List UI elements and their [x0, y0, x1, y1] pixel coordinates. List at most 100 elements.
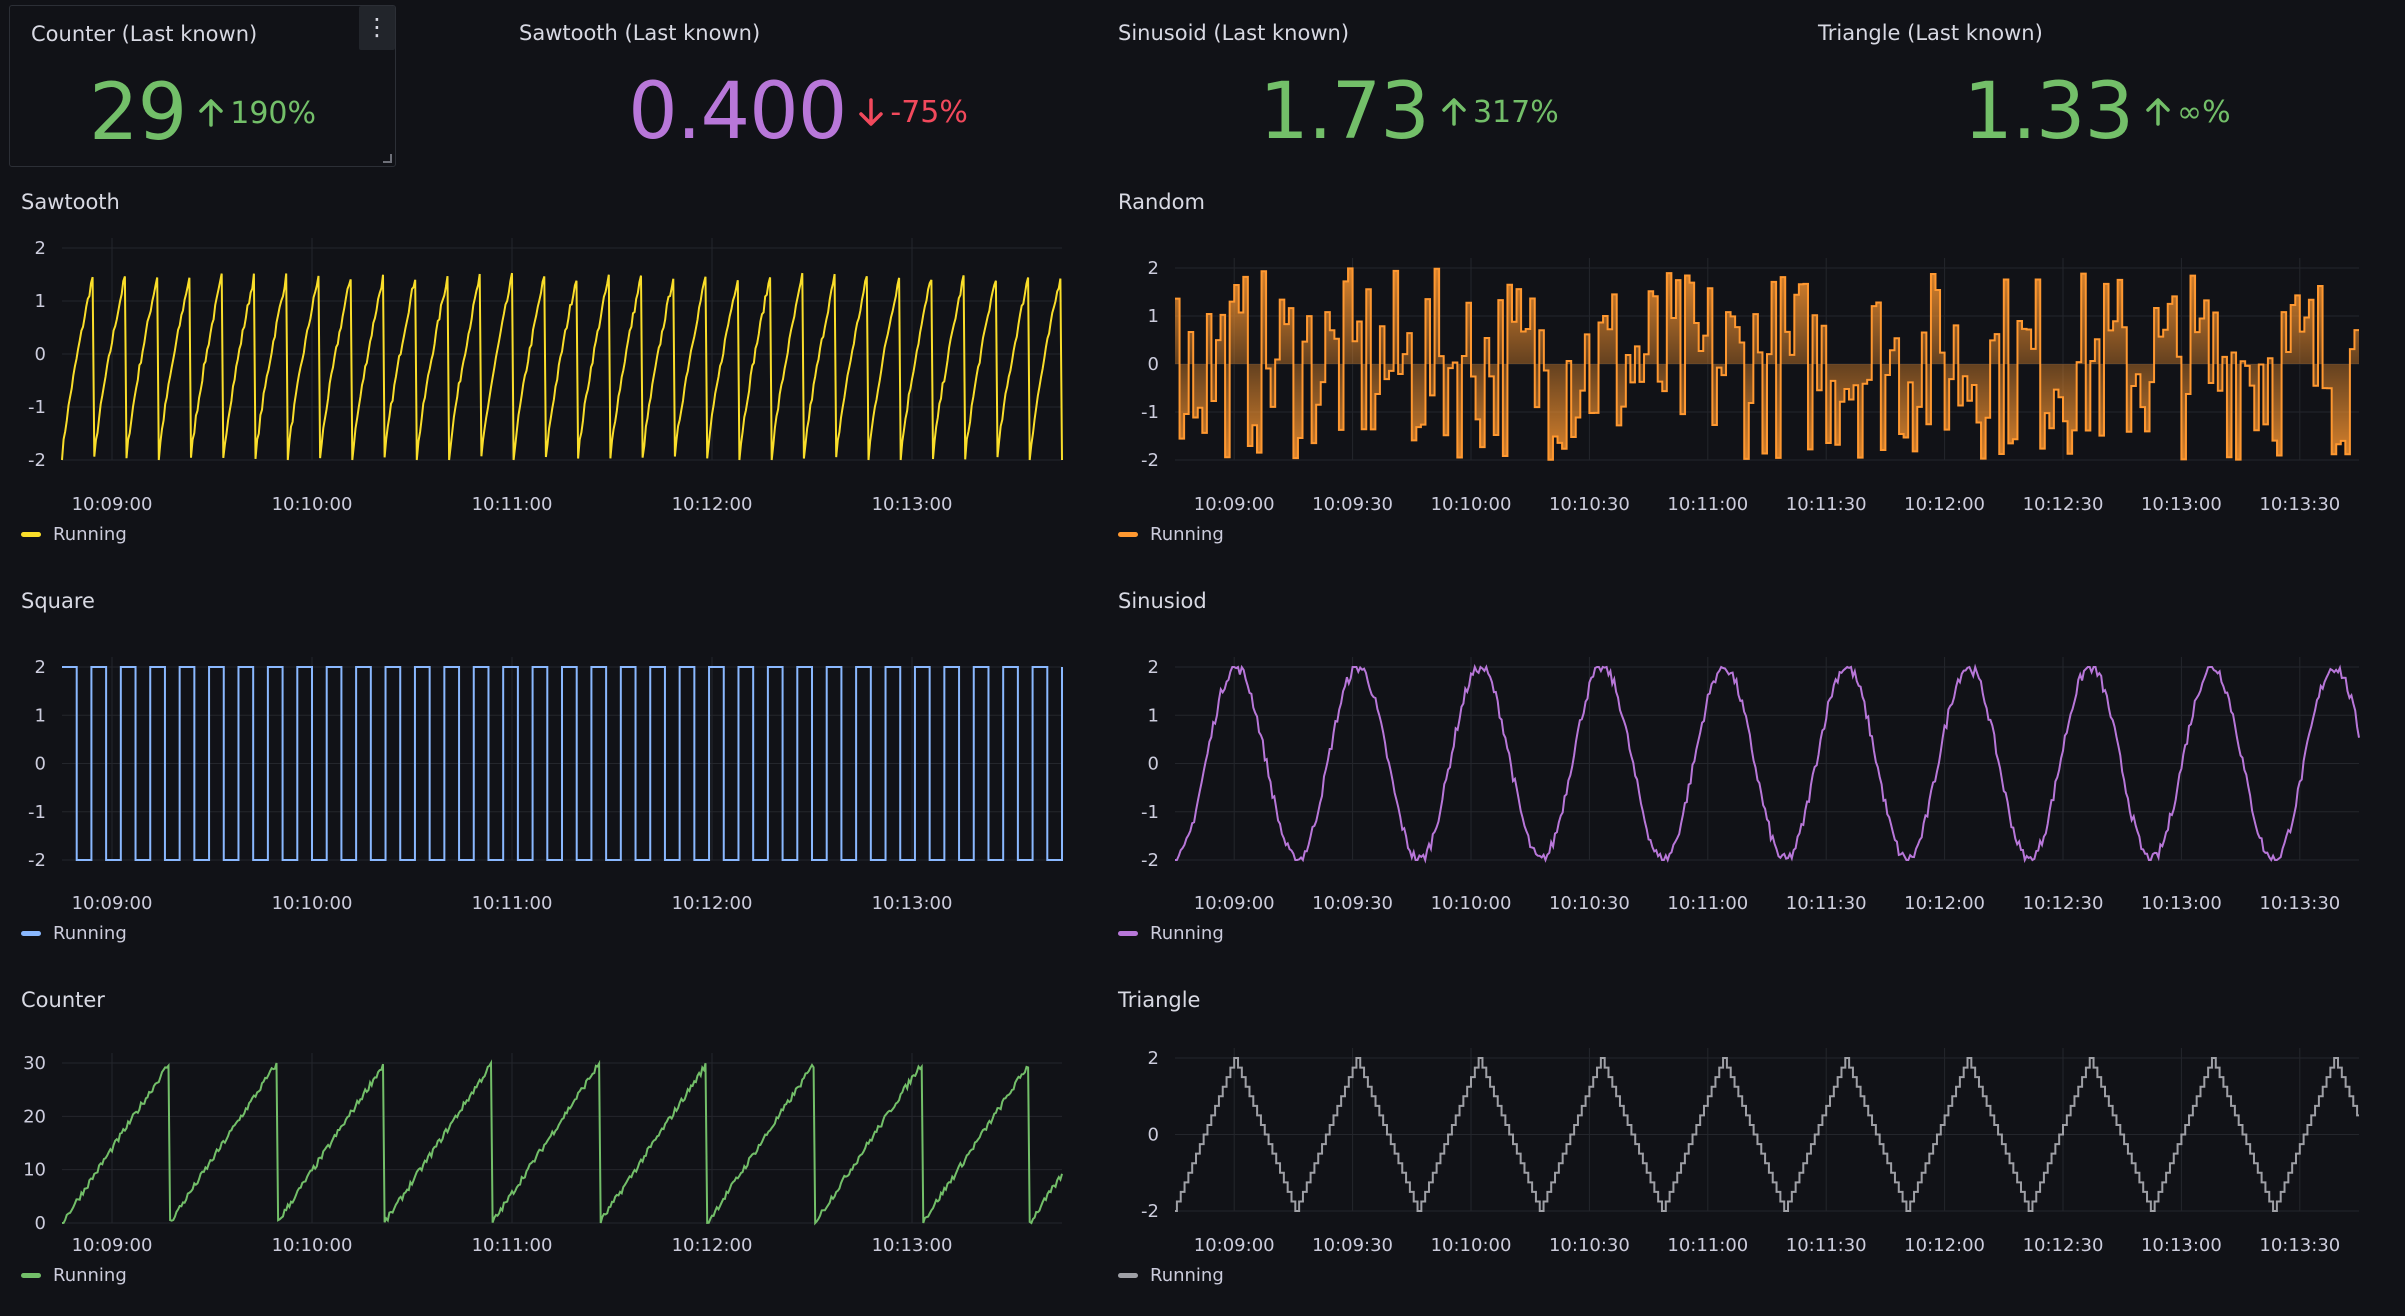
stat-delta-text: 190% — [230, 95, 317, 131]
legend-swatch — [21, 1273, 41, 1278]
stat-delta: 190% — [198, 96, 316, 131]
stat-panel-sawtooth[interactable]: Sawtooth (Last known) 0.400 -75% — [498, 5, 1098, 167]
stat-row: 1.33 ∞% — [1797, 67, 2397, 157]
legend[interactable]: Running — [21, 524, 127, 545]
stat-value: 1.33 — [1963, 67, 2134, 157]
legend-label: Running — [1150, 1265, 1224, 1286]
y-tick-label: 2 — [35, 657, 46, 678]
y-tick-label: 1 — [1148, 306, 1159, 327]
y-tick-label: -2 — [1141, 850, 1159, 871]
stat-panel-counter[interactable]: Counter (Last known) ⋮ 29 190% — [9, 5, 396, 167]
stat-delta-text: 317% — [1472, 94, 1559, 130]
y-tick-label: 30 — [23, 1053, 46, 1074]
x-tick-label: 10:11:00 — [472, 1235, 553, 1256]
x-tick-label: 10:12:00 — [672, 1235, 753, 1256]
x-tick-label: 10:13:30 — [2259, 893, 2340, 914]
series-line — [1175, 267, 2359, 461]
x-tick-label: 10:11:30 — [1786, 893, 1867, 914]
panel-sawtooth[interactable]: Sawtooth 2 1 0 -1 -2 10:09:00 10:10:00 10:11:00… — [0, 190, 1090, 550]
x-tick-label: 10:10:00 — [1431, 1235, 1512, 1256]
legend-swatch — [1118, 532, 1138, 537]
x-tick-label: 10:11:00 — [472, 893, 553, 914]
arrow-up-icon — [199, 99, 223, 127]
legend-swatch — [21, 931, 41, 936]
legend-swatch — [1118, 931, 1138, 936]
x-tick-label: 10:11:00 — [1667, 1235, 1748, 1256]
legend[interactable]: Running — [1118, 1265, 1224, 1286]
random-chart[interactable]: 2 1 0 -1 -2 10:09:00 10:09:30 10:10:00 10:10:30 1… — [1097, 190, 2397, 530]
x-tick-label: 10:12:30 — [2023, 893, 2104, 914]
stat-delta: ∞% — [2145, 95, 2231, 130]
square-chart[interactable]: 2 1 0 -1 -2 10:09:00 10:10:00 10:11:00 10:12:00 1… — [0, 589, 1090, 929]
series-line — [1175, 1057, 2359, 1212]
y-tick-label: -2 — [28, 450, 46, 471]
x-tick-label: 10:10:30 — [1549, 1235, 1630, 1256]
x-tick-label: 10:12:30 — [2023, 494, 2104, 515]
x-tick-label: 10:11:30 — [1786, 494, 1867, 515]
x-tick-label: 10:11:00 — [1667, 893, 1748, 914]
y-tick-label: -1 — [1141, 402, 1159, 423]
x-tick-label: 10:09:30 — [1312, 1235, 1393, 1256]
y-tick-label: 0 — [1148, 754, 1159, 775]
x-tick-label: 10:10:00 — [272, 494, 353, 515]
y-tick-label: 1 — [1148, 705, 1159, 726]
legend[interactable]: Running — [21, 923, 127, 944]
x-tick-label: 10:09:30 — [1312, 494, 1393, 515]
legend-label: Running — [53, 1265, 127, 1286]
counter-chart[interactable]: 30 20 10 0 10:09:00 10:10:00 10:11:00 10:12:00 1… — [0, 988, 1090, 1298]
panel-title: Counter — [21, 988, 105, 1012]
x-tick-label: 10:12:00 — [1904, 494, 1985, 515]
series-line — [1175, 663, 2360, 864]
x-tick-label: 10:12:00 — [1904, 893, 1985, 914]
panel-title: Square — [21, 589, 95, 613]
resize-handle-icon[interactable] — [383, 154, 392, 163]
panel-menu-icon[interactable]: ⋮ — [359, 6, 395, 50]
x-tick-label: 10:10:00 — [272, 893, 353, 914]
legend-swatch — [1118, 1273, 1138, 1278]
series-line — [61, 1059, 1063, 1226]
panel-sinusoid[interactable]: Sinusiod 2 1 0 -1 -2 10:09:00 10:09:30 10:10:00… — [1097, 589, 2397, 949]
sinusoid-chart[interactable]: 2 1 0 -1 -2 10:09:00 10:09:30 10:10:00 10:10:30 1… — [1097, 589, 2397, 929]
x-tick-label: 10:11:00 — [472, 494, 553, 515]
x-tick-label: 10:13:00 — [872, 494, 953, 515]
y-tick-label: 0 — [1148, 354, 1159, 375]
stat-value: 29 — [88, 68, 187, 158]
legend[interactable]: Running — [1118, 524, 1224, 545]
panel-title: Triangle (Last known) — [1818, 21, 2043, 45]
stat-row: 29 190% — [10, 68, 395, 158]
triangle-chart[interactable]: 2 0 -2 10:09:00 10:09:30 10:10:00 10:10:30 10:1… — [1097, 988, 2397, 1298]
y-tick-label: -2 — [1141, 1201, 1159, 1222]
panel-title: Random — [1118, 190, 1205, 214]
panel-title: Sinusiod — [1118, 589, 1207, 613]
panel-triangle[interactable]: Triangle 2 0 -2 10:09:00 10:09:30 10:10:00 10:… — [1097, 988, 2397, 1316]
legend[interactable]: Running — [1118, 923, 1224, 944]
legend-label: Running — [1150, 524, 1224, 545]
x-tick-label: 10:13:30 — [2259, 1235, 2340, 1256]
arrow-down-icon — [859, 98, 884, 126]
legend[interactable]: Running — [21, 1265, 127, 1286]
x-tick-label: 10:09:30 — [1312, 893, 1393, 914]
stat-row: 0.400 -75% — [498, 67, 1098, 157]
stat-panel-triangle[interactable]: Triangle (Last known) 1.33 ∞% — [1797, 5, 2397, 167]
panel-random[interactable]: Random 2 1 0 -1 -2 10:09:00 10:09:30 10:10:00 10… — [1097, 190, 2397, 550]
legend-label: Running — [1150, 923, 1224, 944]
x-tick-label: 10:10:30 — [1549, 494, 1630, 515]
sawtooth-chart[interactable]: 2 1 0 -1 -2 10:09:00 10:10:00 10:11:00 10:12:00 1… — [0, 190, 1090, 530]
panel-title: Counter (Last known) — [31, 22, 258, 46]
x-tick-label: 10:10:00 — [1431, 893, 1512, 914]
x-tick-label: 10:09:00 — [1194, 1235, 1275, 1256]
x-tick-label: 10:11:30 — [1786, 1235, 1867, 1256]
stat-delta: 317% — [1441, 95, 1559, 130]
x-tick-label: 10:12:00 — [1904, 1235, 1985, 1256]
panel-counter[interactable]: Counter 30 20 10 0 10:09:00 10:10:00 10:11:00 1… — [0, 988, 1090, 1316]
stat-value: 1.73 — [1259, 67, 1430, 157]
y-tick-label: 0 — [35, 754, 46, 775]
x-tick-label: 10:13:00 — [2141, 893, 2222, 914]
panel-square[interactable]: Square 2 1 0 -1 -2 10:09:00 10:10:00 10:11:00 10… — [0, 589, 1090, 949]
y-tick-label: 1 — [35, 291, 46, 312]
y-tick-label: 0 — [1148, 1125, 1159, 1146]
arrow-up-icon — [1442, 98, 1466, 126]
stat-panel-sinusoid[interactable]: Sinusoid (Last known) 1.73 317% — [1097, 5, 1697, 167]
panel-title: Sinusoid (Last known) — [1118, 21, 1350, 45]
x-tick-label: 10:10:00 — [272, 1235, 353, 1256]
